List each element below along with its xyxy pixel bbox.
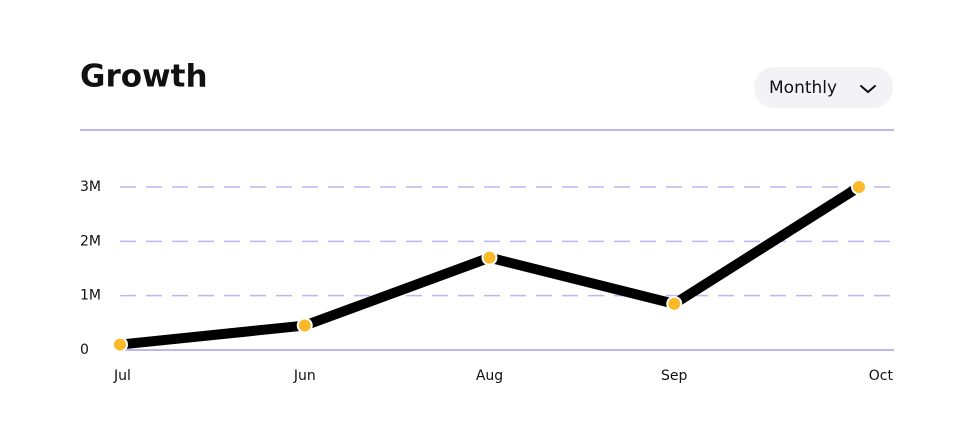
point	[296, 317, 313, 334]
x-tick-label: Aug	[476, 368, 503, 384]
x-tick-label: Sep	[661, 368, 688, 384]
y-tick-label: 1M	[80, 288, 101, 304]
point	[112, 336, 128, 353]
dropdown-background[interactable]	[754, 67, 893, 108]
y-tick-label: 3M	[80, 179, 101, 195]
dropdown-chevron[interactable]	[860, 85, 876, 94]
chart-title: Growth	[80, 59, 208, 95]
dropdown-label[interactable]: Monthly	[769, 78, 837, 98]
point	[666, 295, 683, 312]
x-tick-label: Oct	[869, 368, 894, 384]
y-tick-label: 0	[80, 342, 89, 358]
point	[851, 179, 867, 195]
period-dropdown[interactable]: Monthly	[754, 67, 893, 108]
y-tick-label: 2M	[80, 233, 101, 249]
line	[115, 182, 864, 350]
x-tick-label: Jun	[293, 368, 316, 384]
x-tick-label: Jul	[113, 368, 131, 384]
point	[481, 249, 498, 266]
